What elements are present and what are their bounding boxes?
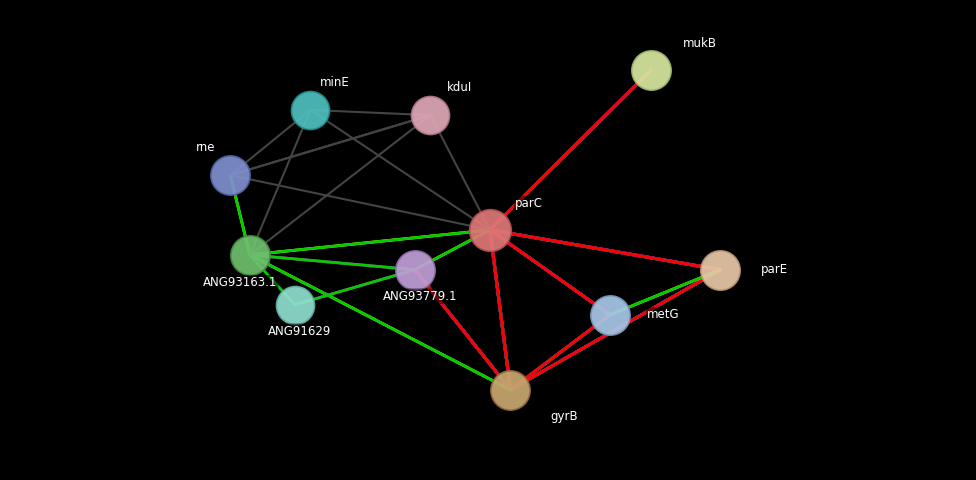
Point: [407, 266, 423, 274]
Point: [482, 226, 498, 234]
Text: metG: metG: [647, 308, 680, 322]
Point: [712, 266, 728, 274]
Text: ANG93779.1: ANG93779.1: [383, 289, 457, 303]
Point: [242, 251, 258, 259]
Text: minE: minE: [320, 75, 349, 89]
Text: parC: parC: [515, 197, 543, 210]
Point: [223, 171, 238, 179]
Point: [602, 311, 618, 319]
Point: [643, 66, 659, 74]
Text: rne: rne: [196, 141, 216, 154]
Point: [287, 301, 303, 309]
Point: [503, 386, 518, 394]
Text: parE: parE: [760, 263, 788, 276]
Point: [303, 106, 318, 114]
Text: gyrB: gyrB: [550, 409, 578, 423]
Text: ANG91629: ANG91629: [268, 324, 331, 338]
Text: ANG93163.1: ANG93163.1: [203, 276, 277, 289]
Text: mukB: mukB: [683, 37, 716, 50]
Point: [423, 111, 438, 119]
Text: kduI: kduI: [447, 81, 472, 94]
